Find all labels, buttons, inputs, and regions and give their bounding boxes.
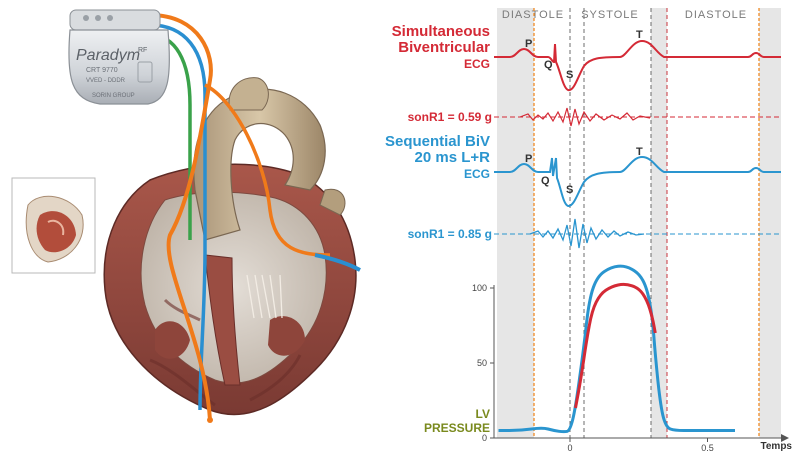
phase-band-systole-gray — [651, 8, 667, 438]
seq-ecg-label: ECG — [464, 167, 490, 181]
trabeculae — [149, 298, 302, 407]
pacemaker-device: Paradym RF CRT 9770 VVED - DDDR SORIN GR… — [68, 9, 170, 105]
device-model: CRT 9770 — [86, 67, 118, 74]
lead-orange — [149, 13, 213, 421]
sim-wave-s: S — [566, 69, 573, 81]
y-tick-label-1: 50 — [477, 358, 487, 368]
x-ticks: 0 0.5 — [567, 438, 714, 453]
pressure-label-2: PRESSURE — [424, 421, 490, 435]
inset-thumbnail — [11, 177, 96, 274]
lead-tip — [207, 417, 213, 423]
sim-wave-p: P — [525, 38, 532, 50]
device-brand: Paradym — [76, 47, 140, 64]
sim-wave-t: T — [636, 29, 643, 41]
device-brand-sup: RF — [138, 47, 147, 54]
sim-son-label: sonR1 = 0.59 g — [408, 110, 492, 124]
y-tick-label-0: 0 — [482, 433, 487, 443]
seq-wave-q: Q — [541, 175, 550, 187]
x-tick-label-0: 0 — [567, 443, 572, 453]
device-mode: VVED - DDDR — [86, 78, 126, 84]
papillary-right — [268, 316, 305, 356]
device-maker: SORIN GROUP — [92, 93, 135, 99]
seq-wave-s: S — [566, 184, 573, 196]
seq-title-1: Sequential BiV — [385, 133, 490, 150]
seq-son-label: sonR1 = 0.85 g — [408, 227, 492, 241]
branch-vessel — [319, 188, 346, 216]
x-axis-title: Temps — [761, 441, 793, 452]
y-ticks: 0 50 100 — [472, 283, 494, 443]
chart-area: DIASTOLE SYSTOLE DIASTOLE Simultaneous B… — [385, 8, 792, 453]
pressure-line-0 — [498, 264, 735, 434]
x-tick-label-1: 0.5 — [701, 443, 714, 453]
sim-ecg-label: ECG — [464, 57, 490, 71]
phase-diastole-left: DIASTOLE — [502, 9, 564, 21]
phase-diastole-right: DIASTOLE — [685, 9, 747, 21]
chordae-tendineae — [246, 274, 283, 319]
seq-title-2: 20 ms L+R — [415, 149, 491, 166]
heart-illustration: Paradym RF CRT 9770 VVED - DDDR SORIN GR… — [68, 9, 361, 423]
seq-son-trace — [529, 218, 645, 249]
papillary-left — [155, 321, 190, 359]
phase-systole: SYSTOLE — [581, 9, 639, 21]
pressure-label-1: LV — [476, 407, 490, 421]
phase-band-diastole-left — [497, 8, 534, 438]
phase-band-diastole-right — [759, 8, 781, 438]
sim-wave-q: Q — [544, 59, 553, 71]
pulmonary-trunk — [228, 77, 269, 111]
heart-septum — [204, 254, 241, 386]
seq-wave-p: P — [525, 153, 532, 165]
lead-coronary — [314, 253, 361, 272]
seq-ecg-trace — [494, 155, 781, 207]
pressure-line-1 — [574, 282, 657, 409]
sim-title-1: Simultaneous — [392, 23, 490, 40]
pressure-series — [498, 264, 735, 434]
lead-orange-lv — [204, 83, 331, 257]
sim-son-trace — [519, 107, 651, 127]
sim-ecg-trace — [494, 39, 781, 92]
seq-wave-t: T — [636, 146, 643, 158]
x-axis-arrow — [781, 434, 789, 442]
sim-title-2: Biventricular — [398, 39, 490, 56]
y-tick-label-2: 100 — [472, 283, 487, 293]
